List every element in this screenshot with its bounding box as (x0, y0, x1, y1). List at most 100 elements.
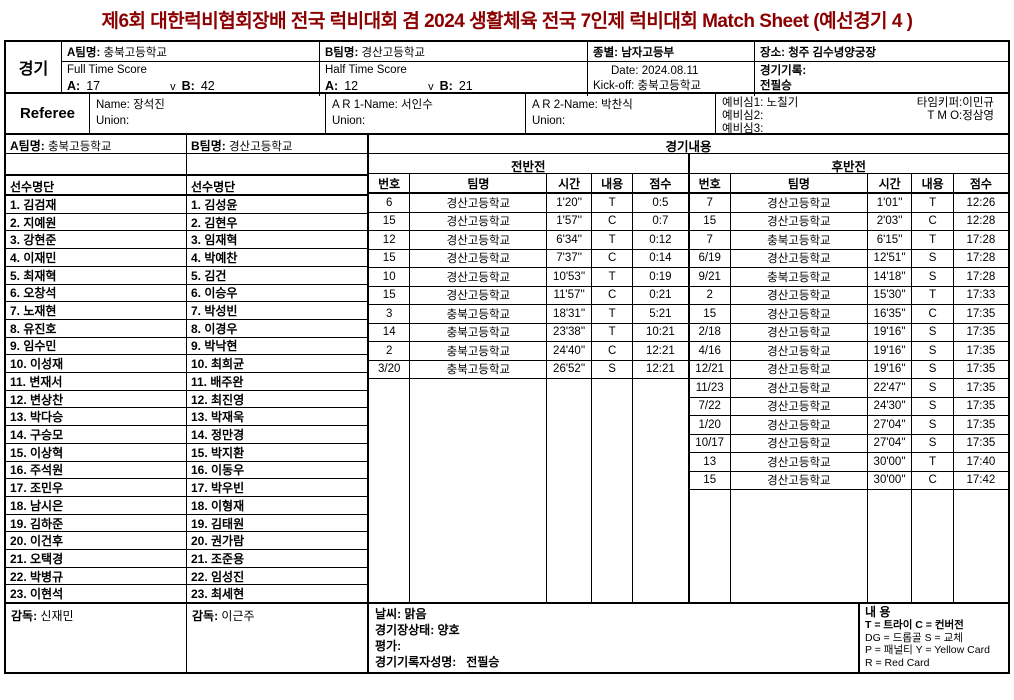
roster-b-team-name: 경산고등학교 (228, 141, 293, 153)
main-area: A팀명: 충북고등학교 선수명단 1. 김검재 2. 지예원 3. 강현준 (6, 135, 1008, 602)
player-name: 12. 변상찬 (10, 392, 64, 407)
match-row-event: T (592, 231, 634, 249)
first-half-column-header: 번호 팀명 시간 내용 점수 (369, 174, 688, 194)
roster-b-players: 1. 김성윤 2. 김현우 3. 임재혁 4. 박예찬 (187, 196, 367, 602)
player-name: 21. 오택경 (10, 551, 64, 566)
match-row-event: T (912, 231, 954, 249)
header-grid: A팀명: 충북고등학교 B팀명: 경산고등학교 종별: 남자고등부 장소: 청주… (62, 42, 1008, 96)
match-row-team: 경산고등학교 (731, 323, 868, 341)
match-row: 12 경산고등학교 6'34'' T 0:12 (369, 231, 688, 250)
match-row: 14 충북고등학교 23'38'' T 10:21 (369, 323, 688, 342)
match-row: 10 경산고등학교 10'53'' T 0:19 (369, 268, 688, 287)
col-team: 팀명 (731, 174, 868, 192)
match-row: 11/23 경산고등학교 22'47'' S 17:35 (689, 379, 1008, 398)
match-row-number: 3/20 (369, 360, 411, 378)
roster-b-list-header: 선수명단 (187, 174, 367, 196)
weather-line: 날씨: 맑음 (375, 606, 852, 622)
referee-name-cell: Name: 장석진 Union: (90, 94, 326, 133)
kickoff-line: Kick-off: 충북고등학교 (593, 79, 749, 94)
timekeeper-value: 이민규 (962, 97, 994, 109)
col-number: 번호 (369, 174, 411, 192)
weather-label: 날씨: (375, 607, 402, 621)
match-row-number: 6/19 (690, 249, 731, 267)
empty-cell (633, 379, 687, 602)
half-time-b-value: 21 (458, 79, 473, 93)
match-row: 7 경산고등학교 1'01'' T 12:26 (689, 194, 1008, 213)
player-name: 5. 김건 (191, 268, 227, 283)
match-row-score: 5:21 (649, 307, 672, 320)
half-time-score: A: 12 v B: 21 (325, 79, 582, 93)
referee-name-value: 장석진 (133, 99, 165, 111)
match-row-event: S (912, 323, 954, 341)
reserve3-label: 예비심3: (722, 123, 764, 133)
match-row-event: T (592, 268, 634, 286)
match-row-score: 12:26 (966, 196, 996, 209)
match-row: 15 경산고등학교 16'35'' C 17:35 (689, 305, 1008, 324)
match-row-team: 경산고등학교 (731, 453, 868, 471)
roster-a-team-label: A팀명: (10, 139, 45, 153)
match-row-number: 7/22 (690, 397, 731, 415)
player-name: 5. 최재혁 (10, 268, 57, 283)
match-section-label: 경기 (6, 42, 62, 92)
player-name: 6. 오창석 (10, 286, 57, 301)
player-name: 12. 최진영 (191, 392, 245, 407)
coach-b-cell: 감독: 이근주 (187, 604, 369, 672)
match-row-team: 충북고등학교 (410, 342, 548, 360)
versus-label: v (170, 81, 176, 93)
player-name: 1. 김성윤 (191, 197, 238, 212)
match-row-time: 27'04'' (868, 434, 913, 452)
player-row: 3. 임재혁 (187, 231, 367, 250)
player-row: 14. 구승모 (6, 426, 186, 444)
match-row-score: 12:28 (966, 215, 996, 228)
player-name: 22. 박병규 (10, 569, 64, 584)
match-row-score: 17:35 (966, 418, 996, 431)
full-time-label: Full Time Score (67, 64, 147, 76)
reserve1-label: 예비심1: (722, 97, 764, 109)
player-name: 3. 강현준 (10, 233, 57, 248)
half-time-a-value: 12 (344, 79, 359, 93)
match-row-team: 경산고등학교 (410, 231, 548, 249)
match-row-event: S (912, 397, 954, 415)
match-row-score: 0:7 (652, 215, 669, 228)
match-row-event: T (912, 194, 954, 212)
first-half-empty-rows (369, 379, 688, 602)
match-row-score: 10:21 (645, 326, 675, 339)
match-row-number: 15 (369, 249, 411, 267)
first-half-table: 번호 팀명 시간 내용 점수 6 경산고등학교 1'20'' T 0:5 (369, 174, 690, 602)
match-row-number: 15 (690, 212, 731, 230)
player-row: 10. 최희균 (187, 355, 367, 374)
match-row-number: 2 (690, 286, 731, 304)
player-row: 16. 이동우 (187, 462, 367, 480)
match-row-time: 1'20'' (547, 194, 592, 212)
player-row: 22. 임성진 (187, 568, 367, 586)
col-team: 팀명 (410, 174, 548, 192)
player-name: 17. 박우빈 (191, 481, 245, 496)
team-b-header: B팀명: 경산고등학교 (320, 42, 588, 61)
match-row-score: 0:21 (649, 289, 672, 302)
player-row: 2. 김현우 (187, 214, 367, 232)
player-name: 18. 이형재 (191, 498, 245, 513)
match-row-event: S (912, 268, 954, 286)
player-row: 5. 최재혁 (6, 267, 186, 285)
tmo-value: 정삼영 (962, 110, 994, 122)
scorer-line: 경기기록자성명: 전필승 (375, 654, 852, 670)
match-notes: 날씨: 맑음 경기장상태: 양호 평가: 경기기록자성명: 전필승 (369, 604, 858, 672)
player-row: 8. 이경우 (187, 320, 367, 338)
match-row-team: 충북고등학교 (731, 231, 868, 249)
player-name: 20. 이건후 (10, 534, 64, 549)
match-row-number: 2 (369, 342, 411, 360)
match-row-team: 경산고등학교 (731, 286, 868, 304)
division-label: 종별: (593, 47, 618, 59)
empty-cell (369, 379, 411, 602)
date-label: Date: (611, 65, 639, 77)
empty-cell (690, 490, 731, 602)
legend-line: DG = 드롭골 S = 교체 (865, 631, 963, 644)
empty-cell (410, 379, 548, 602)
player-row: 7. 노재현 (6, 302, 186, 320)
player-name: 19. 김하준 (10, 516, 64, 531)
player-row: 19. 김하준 (6, 515, 186, 533)
match-row-time: 15'30'' (868, 286, 913, 304)
player-name: 4. 이재민 (10, 250, 57, 265)
player-row: 9. 박낙현 (187, 338, 367, 356)
match-row-score: 0:12 (649, 233, 672, 246)
